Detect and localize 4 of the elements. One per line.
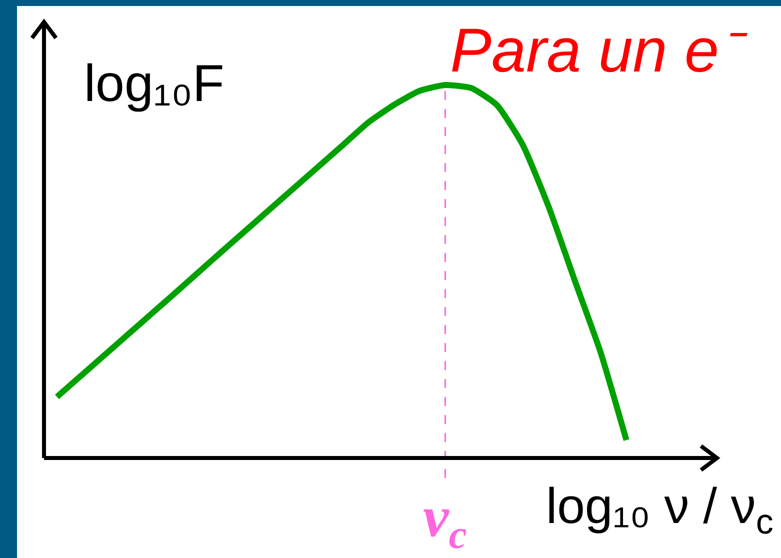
x-axis-title: log₁₀ ν / ν$_{c}$ <box>546 478 774 542</box>
y-axis-title: log₁₀F <box>84 55 224 113</box>
chart-title: Para un e⁻ <box>450 16 748 86</box>
text: ν$_{c}$ <box>423 484 467 558</box>
